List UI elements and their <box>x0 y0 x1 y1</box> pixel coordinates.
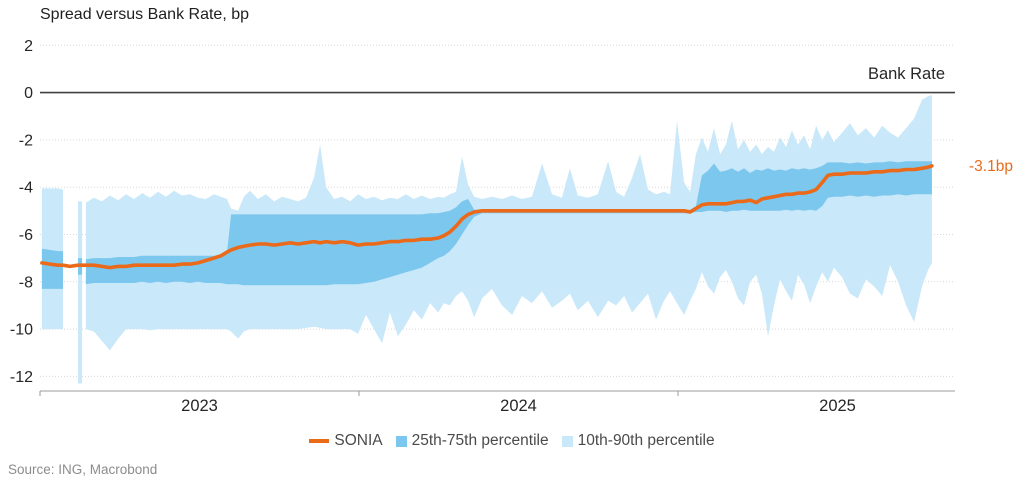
x-tick-label: 2023 <box>181 397 218 415</box>
sonia-line-swatch-icon <box>309 439 330 443</box>
source-note: Source: ING, Macrobond <box>8 462 158 477</box>
bank-rate-label: Bank Rate <box>867 65 945 83</box>
y-tick-label: 2 <box>24 38 33 55</box>
band-25th-75th <box>85 161 932 286</box>
legend-item-10-90: 10th-90th percentile <box>561 432 715 450</box>
y-tick-label: 0 <box>24 85 33 102</box>
x-tick-label: 2025 <box>819 397 856 415</box>
percentile-25-75-swatch-icon <box>395 435 407 447</box>
legend-item-25-75: 25th-75th percentile <box>395 432 549 450</box>
chart-legend: SONIA 25th-75th percentile 10th-90th per… <box>0 432 1024 450</box>
x-tick-label: 2024 <box>500 397 537 415</box>
y-tick-label: -6 <box>19 227 33 244</box>
band-10th-90th <box>78 201 83 384</box>
last-value-annotation: -3.1bp <box>969 158 1013 175</box>
sonia-line <box>40 164 934 270</box>
y-tick-label: -4 <box>19 180 33 197</box>
y-tick-label: -12 <box>10 369 33 386</box>
y-tick-label: -10 <box>10 322 33 339</box>
y-tick-label: -8 <box>19 274 33 291</box>
legend-label: 25th-75th percentile <box>411 432 549 449</box>
legend-label: SONIA <box>334 432 383 449</box>
band-25th-75th <box>41 248 63 289</box>
chart-title: Spread versus Bank Rate, bp <box>40 6 250 23</box>
band-10th-90th <box>85 95 932 351</box>
y-tick-label: -2 <box>19 132 33 149</box>
percentile-10-90-swatch-icon <box>561 435 573 447</box>
legend-label: 10th-90th percentile <box>577 432 715 449</box>
legend-item-sonia: SONIA <box>309 432 383 450</box>
